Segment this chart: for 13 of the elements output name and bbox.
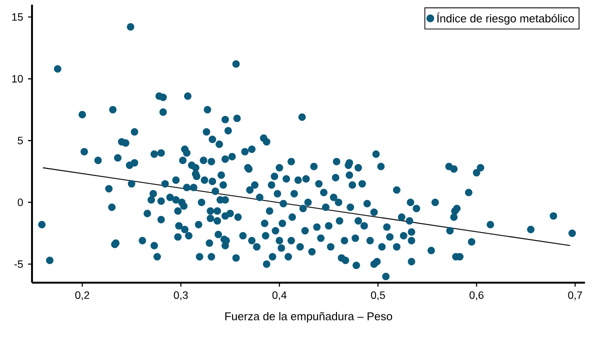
x-tick-label: 0,2 <box>75 291 90 300</box>
x-tick-label: 0,7 <box>568 291 582 300</box>
x-axis-title: Fuerza de la empuñadura – Peso <box>225 312 392 323</box>
legend-label: Índice de riesgo metabólico <box>437 12 574 25</box>
y-tick-label: 10 <box>12 75 23 83</box>
x-tick-label: 0,6 <box>470 291 484 300</box>
y-tick-label: 0 <box>18 198 23 206</box>
y-tick-label: 5 <box>18 136 23 144</box>
y-tick-label: 15 <box>12 13 23 21</box>
x-tick-label: 0,4 <box>272 291 287 300</box>
x-tick-label: 0,5 <box>370 291 385 300</box>
y-tick-label: -5 <box>14 260 23 268</box>
x-tick-label: 0,3 <box>174 291 188 300</box>
